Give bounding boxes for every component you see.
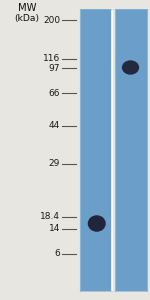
Text: 44: 44 bbox=[49, 122, 60, 130]
Text: 116: 116 bbox=[43, 54, 60, 63]
Text: 6: 6 bbox=[54, 249, 60, 258]
Text: 29: 29 bbox=[49, 159, 60, 168]
Text: 97: 97 bbox=[48, 64, 60, 73]
Text: MW: MW bbox=[18, 3, 36, 13]
Text: 14: 14 bbox=[49, 224, 60, 233]
Text: 66: 66 bbox=[48, 88, 60, 98]
Ellipse shape bbox=[88, 215, 106, 232]
Text: 18.4: 18.4 bbox=[40, 212, 60, 221]
Text: 200: 200 bbox=[43, 16, 60, 25]
Ellipse shape bbox=[122, 60, 139, 75]
Text: (kDa): (kDa) bbox=[15, 14, 39, 23]
